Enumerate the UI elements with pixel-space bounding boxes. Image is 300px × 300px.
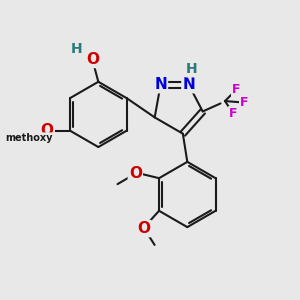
- Text: N: N: [182, 77, 195, 92]
- Text: methoxy: methoxy: [5, 133, 52, 143]
- Text: H: H: [70, 42, 82, 56]
- Text: O: O: [129, 166, 142, 181]
- Text: F: F: [232, 83, 241, 96]
- Text: H: H: [186, 62, 198, 76]
- Text: F: F: [229, 107, 238, 120]
- Text: O: O: [138, 221, 151, 236]
- Text: N: N: [154, 77, 167, 92]
- Text: O: O: [41, 123, 54, 138]
- Text: O: O: [86, 52, 99, 67]
- Text: F: F: [240, 96, 248, 109]
